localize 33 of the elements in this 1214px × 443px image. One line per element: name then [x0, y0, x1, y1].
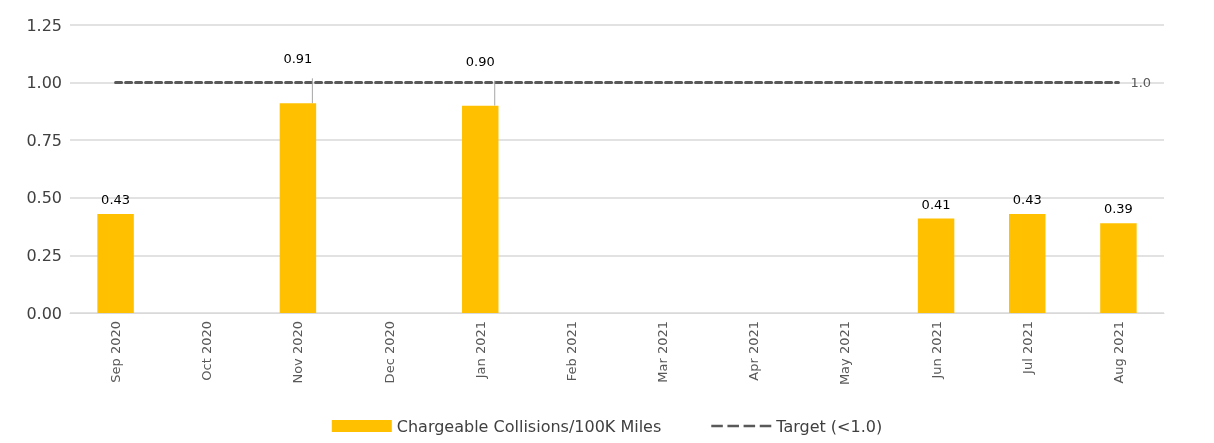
text: 0.00 [26, 303, 62, 323]
data-label: 1.0 [1130, 75, 1152, 91]
x-tick-label: Mar 2021 [655, 321, 671, 383]
x-tick-label: Apr 2021 [746, 321, 762, 381]
x-tick-label: Sep 2020 [108, 321, 124, 383]
x-tick-label: May 2021 [837, 321, 853, 386]
legend-label: Chargeable Collisions/100K Miles [396, 416, 662, 436]
bar [1009, 213, 1046, 313]
data-label: 0.90 [465, 53, 495, 69]
legend-label: Target (<1.0) [775, 416, 883, 436]
bar [1100, 223, 1137, 313]
data-label: 0.39 [1103, 201, 1133, 217]
data-label: 0.91 [283, 51, 313, 67]
text: 0.25 [26, 245, 62, 265]
x-tick-label: Feb 2021 [563, 321, 579, 382]
x-tick-label: Dec 2020 [381, 321, 397, 384]
text: 1.25 [26, 15, 62, 35]
x-tick-label: Jan 2021 [472, 321, 488, 380]
bar [97, 213, 134, 313]
bar [917, 218, 955, 313]
text: 1.00 [26, 73, 62, 93]
data-label: 0.43 [1012, 191, 1042, 207]
x-tick-label: Oct 2020 [199, 321, 215, 381]
x-tick-label: Jul 2021 [1019, 321, 1035, 375]
x-tick-label: Jun 2021 [928, 321, 944, 380]
data-label: 0.41 [921, 196, 951, 212]
bar [279, 103, 317, 313]
text: 0.75 [26, 130, 62, 150]
data-label: 0.43 [101, 191, 131, 207]
x-tick-label: Aug 2021 [1110, 321, 1126, 384]
bar [462, 105, 499, 313]
text: 0.50 [26, 188, 62, 208]
x-tick-label: Nov 2020 [290, 321, 306, 384]
